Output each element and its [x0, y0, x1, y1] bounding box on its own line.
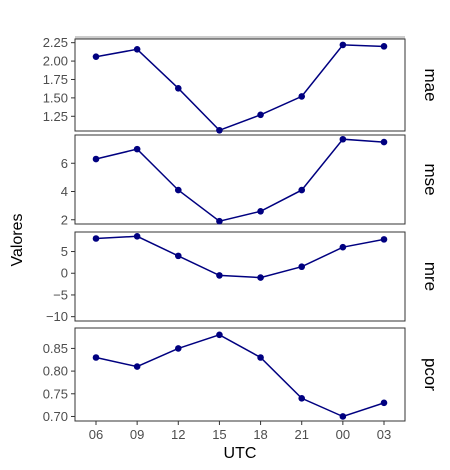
panel-mre: −10 −5 0 5 mre [46, 231, 440, 324]
data-point-mre [133, 233, 141, 240]
data-point-mre [174, 252, 182, 260]
y-axis-title: Valores [9, 213, 26, 266]
series-line-mae [95, 44, 385, 132]
data-point-mre [380, 236, 388, 243]
top-clipped-panel-bar [75, 36, 405, 39]
data-point-pcor [298, 395, 306, 402]
x-tick-label: 03 [377, 427, 391, 442]
x-tick-label: 21 [294, 427, 308, 442]
data-point-mre [339, 243, 347, 251]
data-point-mse [380, 138, 388, 146]
data-point-mae [298, 93, 306, 100]
data-point-mse [133, 145, 141, 153]
x-tick-label: 12 [171, 427, 185, 442]
panel-border [74, 327, 406, 422]
y-tick-label: 1.25 [43, 109, 68, 124]
strip-label-mae: mae [421, 68, 440, 101]
strip-label-mse: mse [421, 163, 440, 195]
panel-border [74, 134, 406, 225]
data-point-mre [257, 274, 264, 281]
data-point-mae [339, 41, 347, 49]
y-tick-label: 4 [61, 184, 68, 199]
x-tick-label: 09 [130, 427, 144, 442]
y-tick-label: 0.85 [43, 341, 68, 356]
data-point-pcor [92, 354, 100, 361]
strip-label-mre: mre [421, 262, 440, 291]
data-point-mse [216, 217, 223, 225]
data-point-pcor [174, 345, 182, 352]
y-tick-label: 0.70 [43, 409, 68, 424]
data-point-mse [298, 186, 306, 194]
x-axis: 06 09 12 15 18 21 00 03 [89, 421, 391, 442]
y-tick-label: 2.00 [43, 54, 68, 69]
data-point-pcor [257, 354, 264, 361]
x-tick-label: 06 [89, 427, 103, 442]
y-tick-label: 0 [61, 266, 68, 281]
panel-pcor: 0.70 0.75 0.80 0.85 pcor [43, 327, 440, 424]
series-line-mse [95, 138, 385, 223]
data-point-mse [174, 186, 182, 194]
data-point-mae [174, 85, 182, 92]
data-point-mae [380, 43, 388, 50]
y-tick-label: 2 [61, 212, 68, 227]
y-tick-label: 1.75 [43, 72, 68, 87]
y-tick-label: 0.80 [43, 364, 68, 379]
data-point-mre [216, 272, 223, 279]
x-tick-label: 00 [336, 427, 350, 442]
y-tick-label: −5 [53, 287, 68, 302]
data-point-mse [92, 155, 100, 163]
data-point-mae [257, 111, 264, 119]
data-point-mae [216, 126, 223, 134]
data-point-mse [257, 207, 264, 215]
data-point-pcor [380, 399, 388, 407]
y-tick-label: 5 [61, 244, 68, 259]
y-tick-label: 6 [61, 156, 68, 171]
data-point-mae [92, 53, 100, 60]
y-tick-label: 1.50 [43, 90, 68, 105]
panel-border [74, 231, 406, 322]
data-point-mae [133, 46, 141, 53]
y-tick-label: −10 [46, 309, 68, 324]
data-point-mre [298, 263, 306, 271]
x-axis-title: UTC [224, 445, 257, 462]
facet-panels: 1.25 1.50 1.75 2.00 2.25 mae 2 4 6 mse −10 −5 0 5 mre 0… [43, 35, 440, 424]
data-point-mre [92, 235, 100, 242]
strip-label-pcor: pcor [421, 358, 440, 391]
data-point-mse [339, 135, 347, 143]
panel-mae: 1.25 1.50 1.75 2.00 2.25 mae [43, 35, 440, 134]
data-point-pcor [339, 413, 347, 420]
series-line-mre [95, 235, 385, 279]
series-line-pcor [95, 333, 385, 418]
panel-border [74, 38, 406, 132]
x-tick-label: 18 [253, 427, 267, 442]
y-tick-label: 2.25 [43, 35, 68, 50]
x-tick-label: 15 [212, 427, 226, 442]
data-point-pcor [133, 363, 141, 370]
data-point-pcor [216, 331, 223, 339]
y-tick-label: 0.75 [43, 386, 68, 401]
panel-mse: 2 4 6 mse [61, 134, 440, 227]
